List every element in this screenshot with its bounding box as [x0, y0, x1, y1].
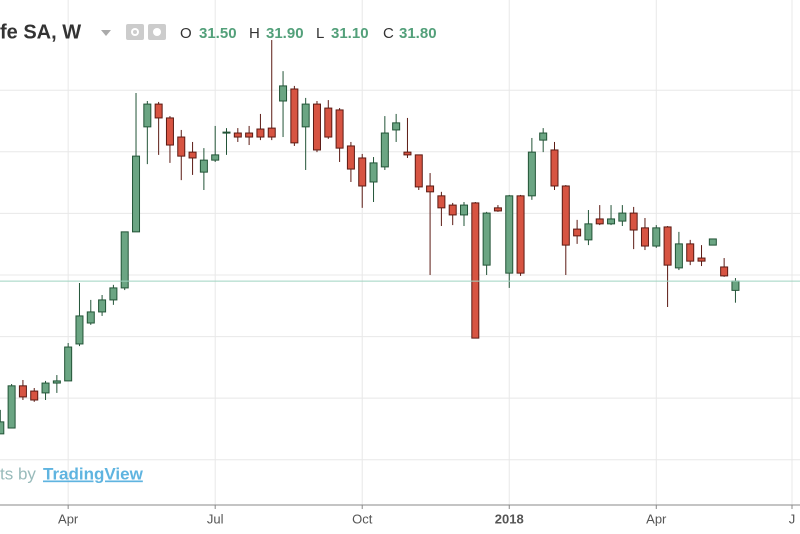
- candle-body: [505, 195, 514, 274]
- candle-body: [165, 117, 174, 146]
- candle-body: [335, 109, 344, 149]
- candle-body: [460, 204, 469, 216]
- candle-body: [482, 212, 491, 266]
- candle-body: [731, 280, 740, 291]
- candle-body: [573, 228, 582, 237]
- candle-body: [527, 151, 536, 197]
- candle-body: [86, 311, 95, 324]
- candle-body: [75, 315, 84, 345]
- candle-body: [403, 151, 412, 156]
- candle-body: [720, 266, 729, 277]
- candle-body: [584, 223, 593, 241]
- x-tick-label: 2018: [495, 511, 524, 526]
- ohlc-value: 31.10: [331, 25, 369, 42]
- candle-body: [132, 155, 141, 233]
- candle-body: [607, 218, 616, 225]
- ohlc-value: 31.90: [266, 25, 304, 42]
- candle-body: [120, 231, 129, 289]
- candle-body: [652, 227, 661, 247]
- dropdown-arrow[interactable]: [101, 30, 111, 36]
- candle-body: [64, 346, 73, 382]
- candle-body: [199, 159, 208, 173]
- ohlc-field: O: [180, 25, 192, 42]
- candle-body: [279, 85, 288, 102]
- candle-body: [471, 202, 480, 339]
- candle-body: [369, 162, 378, 183]
- x-tick-label: Apr: [646, 511, 667, 526]
- ohlc-field: H: [249, 25, 260, 42]
- candle-body: [222, 131, 231, 134]
- candle-body: [18, 385, 27, 398]
- candle-body: [143, 103, 152, 128]
- settings-icon[interactable]: [148, 24, 166, 40]
- candle-body: [267, 127, 276, 138]
- candle-body: [516, 195, 525, 274]
- candle-body: [52, 380, 61, 384]
- candle-body: [324, 107, 333, 138]
- candle-body: [256, 128, 265, 138]
- candle-body: [493, 207, 502, 212]
- candle-body: [312, 103, 321, 151]
- candle-body: [358, 157, 367, 187]
- candle-body: [629, 212, 638, 231]
- ohlc-value: 31.80: [399, 25, 437, 42]
- candle-body: [0, 421, 5, 435]
- ohlc-value: 31.50: [199, 25, 237, 42]
- candle-body: [414, 154, 423, 188]
- x-tick-label: J: [789, 511, 796, 526]
- candle-body: [346, 145, 355, 170]
- candle-body: [437, 195, 446, 209]
- ohlc-field: L: [316, 25, 324, 42]
- x-tick-label: Jul: [207, 511, 224, 526]
- watermark-link[interactable]: TradingView: [43, 464, 144, 483]
- candle-body: [211, 154, 220, 161]
- candle-body: [550, 149, 559, 187]
- candle-body: [663, 226, 672, 266]
- candle-body: [290, 88, 299, 144]
- ohlc-header: O 31.50 H 31.90 L 31.10 C 31.80: [180, 25, 437, 42]
- candle-body: [154, 103, 163, 119]
- x-tick-label: Apr: [58, 511, 79, 526]
- x-axis: Apr Jul Oct 2018 Apr J: [58, 505, 795, 526]
- eye-icon[interactable]: [126, 24, 144, 40]
- candle-body: [245, 132, 254, 138]
- candle-body: [30, 390, 39, 401]
- watermark-text: ts by: [0, 464, 36, 483]
- candle-body: [41, 382, 50, 394]
- chart-title: fe SA, W: [0, 21, 81, 43]
- candle-body: [392, 122, 401, 131]
- candle-body: [177, 136, 186, 157]
- candle-body: [98, 299, 107, 313]
- ohlc-field: C: [383, 25, 394, 42]
- candle-body: [448, 204, 457, 216]
- candle-body: [708, 238, 717, 246]
- candle-body: [674, 243, 683, 269]
- candle-body: [618, 212, 627, 222]
- x-tick-label: Oct: [352, 511, 373, 526]
- candle-body: [640, 227, 649, 247]
- candle-body: [595, 218, 604, 225]
- candle-body: [233, 132, 242, 138]
- candle-body: [697, 257, 706, 262]
- candle-body: [561, 185, 570, 246]
- candles: [0, 40, 800, 435]
- candle-body: [426, 185, 435, 193]
- candle-body: [539, 132, 548, 141]
- candle-body: [188, 151, 197, 159]
- candle-body: [686, 243, 695, 262]
- candle-body: [380, 132, 389, 168]
- candle-body: [7, 385, 16, 429]
- candle-body: [301, 103, 310, 128]
- candle-body: [109, 287, 118, 301]
